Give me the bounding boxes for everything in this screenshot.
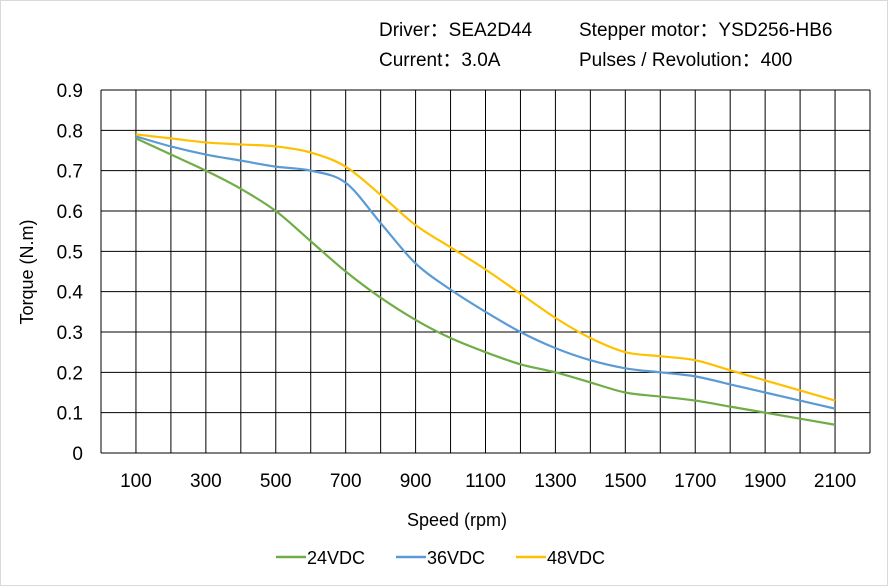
motor-label: Stepper motor：YSD256-HB6 bbox=[579, 20, 833, 41]
legend-label-24VDC: 24VDC bbox=[307, 548, 365, 568]
y-axis-label: Torque (N.m) bbox=[17, 219, 37, 324]
x-tick-label: 1700 bbox=[674, 471, 716, 492]
x-tick-label: 900 bbox=[400, 471, 432, 492]
legend-label-48VDC: 48VDC bbox=[547, 548, 605, 568]
legend-label-36VDC: 36VDC bbox=[427, 548, 485, 568]
x-tick-label: 1300 bbox=[534, 471, 576, 492]
x-tick-label: 500 bbox=[260, 471, 292, 492]
y-tick-label: 0.9 bbox=[57, 81, 83, 102]
y-tick-label: 0.8 bbox=[57, 121, 83, 142]
x-tick-label: 1100 bbox=[465, 471, 506, 492]
driver-label: Driver：SEA2D44 bbox=[379, 20, 533, 41]
x-tick-label: 300 bbox=[190, 471, 222, 492]
y-tick-label: 0 bbox=[72, 444, 83, 465]
y-tick-label: 0.5 bbox=[57, 242, 83, 263]
y-tick-label: 0.4 bbox=[57, 283, 84, 304]
x-tick-label: 2100 bbox=[814, 471, 856, 492]
current-label: Current：3.0A bbox=[379, 50, 501, 71]
y-tick-label: 0.2 bbox=[57, 363, 83, 384]
x-tick-label: 1900 bbox=[744, 471, 786, 492]
series-line-36VDC bbox=[135, 135, 836, 410]
y-tick-label: 0.6 bbox=[57, 202, 83, 223]
x-tick-label: 1500 bbox=[604, 471, 646, 492]
x-tick-label: 700 bbox=[330, 471, 362, 492]
y-tick-label: 0.7 bbox=[57, 162, 83, 183]
y-tick-label: 0.3 bbox=[57, 323, 83, 344]
series-line-24VDC bbox=[135, 137, 836, 426]
y-tick-label: 0.1 bbox=[57, 404, 83, 425]
x-tick-label: 100 bbox=[120, 471, 152, 492]
series-line-48VDC bbox=[135, 133, 836, 402]
pulses-label: Pulses / Revolution：400 bbox=[579, 50, 793, 71]
x-axis-label: Speed (rpm) bbox=[407, 510, 507, 530]
